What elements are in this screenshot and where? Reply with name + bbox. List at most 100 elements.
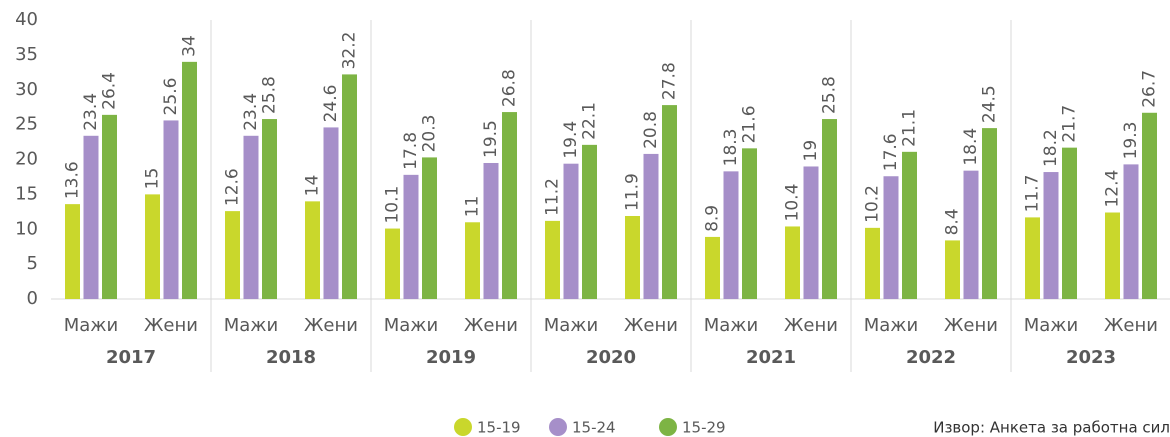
value-label: 21.6	[740, 105, 760, 143]
bar	[742, 148, 757, 299]
value-label: 23.4	[81, 93, 101, 131]
legend-label: 15-19	[477, 419, 521, 437]
bar	[102, 114, 117, 299]
value-label: 25.6	[161, 78, 181, 116]
bar	[323, 127, 339, 299]
bar	[163, 120, 179, 299]
legend-label: 15-24	[572, 419, 616, 437]
x-tick-label: Мажи	[64, 315, 118, 336]
value-label: 19	[801, 140, 821, 162]
value-label: 11	[463, 196, 483, 218]
value-label: 26.8	[500, 69, 520, 107]
bar	[865, 227, 880, 299]
group-label: 2022	[906, 347, 956, 368]
bar	[502, 112, 517, 299]
value-label: 19.3	[1121, 122, 1141, 160]
y-tick-label: 15	[15, 183, 38, 204]
x-tick-label: Жени	[784, 315, 838, 336]
value-label: 20.3	[420, 115, 440, 153]
value-label: 18.3	[721, 128, 741, 166]
bar	[945, 240, 960, 299]
legend-swatch	[659, 418, 677, 436]
group-label: 2023	[1066, 347, 1116, 368]
value-label: 8.9	[703, 205, 723, 232]
value-label: 22.1	[580, 102, 600, 140]
bar	[563, 163, 579, 299]
bar	[243, 135, 259, 299]
value-label: 14	[303, 175, 323, 197]
value-label: 10.2	[863, 185, 883, 223]
value-label: 10.4	[783, 184, 803, 222]
value-label: 11.2	[543, 178, 563, 216]
value-label: 27.8	[660, 62, 680, 100]
value-label: 17.8	[401, 132, 421, 170]
bar	[483, 162, 499, 299]
bar	[1105, 212, 1120, 299]
group-label: 2019	[426, 347, 476, 368]
x-tick-label: Жени	[1104, 315, 1158, 336]
legend-label: 15-29	[682, 419, 726, 437]
value-label: 25.8	[260, 76, 280, 114]
bar	[545, 220, 560, 299]
x-tick-label: Жени	[304, 315, 358, 336]
value-label: 34	[180, 35, 200, 57]
value-label: 8.4	[943, 208, 963, 235]
legend-swatch	[549, 418, 567, 436]
bar	[465, 222, 480, 299]
bar	[902, 151, 917, 299]
x-tick-label: Жени	[624, 315, 678, 336]
bar	[785, 226, 800, 299]
group-label: 2020	[586, 347, 636, 368]
group-label: 2017	[106, 347, 156, 368]
x-tick-label: Жени	[944, 315, 998, 336]
bar	[1123, 164, 1139, 299]
value-label: 21.7	[1060, 105, 1080, 143]
bar	[225, 211, 240, 299]
bar	[342, 74, 357, 299]
x-tick-label: Жени	[464, 315, 518, 336]
bar	[1043, 172, 1059, 299]
bar	[582, 144, 597, 299]
bar	[262, 119, 277, 299]
y-tick-label: 10	[15, 218, 38, 239]
value-label: 26.7	[1140, 70, 1160, 108]
value-label: 12.4	[1103, 170, 1123, 208]
y-tick-label: 5	[27, 253, 38, 274]
bar	[182, 61, 197, 299]
legend-swatch	[454, 418, 472, 436]
x-tick-label: Мажи	[864, 315, 918, 336]
source: Извор: Анкета за работна сил	[933, 419, 1170, 437]
bar	[723, 171, 739, 299]
y-tick-label: 30	[15, 79, 38, 100]
x-tick-label: Мажи	[384, 315, 438, 336]
bar	[65, 204, 80, 299]
x-tick-label: Мажи	[224, 315, 278, 336]
value-label: 11.7	[1023, 175, 1043, 213]
bar	[1062, 147, 1077, 299]
value-label: 13.6	[63, 161, 83, 199]
y-tick-label: 40	[15, 9, 38, 30]
bar	[705, 236, 720, 299]
value-label: 24.5	[980, 85, 1000, 123]
value-label: 19.5	[481, 120, 501, 158]
value-label: 24.6	[321, 85, 341, 123]
bar	[982, 128, 997, 299]
value-label: 23.4	[241, 93, 261, 131]
value-label: 21.1	[900, 109, 920, 147]
value-label: 17.6	[881, 133, 901, 171]
value-label: 15	[143, 168, 163, 190]
bar	[883, 176, 899, 299]
x-tick-label: Мажи	[544, 315, 598, 336]
value-label: 10.1	[383, 186, 403, 224]
bar	[145, 194, 160, 299]
bar	[643, 153, 659, 299]
bar	[403, 174, 419, 299]
x-tick-label: Мажи	[704, 315, 758, 336]
group-label: 2021	[746, 347, 796, 368]
value-label: 18.2	[1041, 129, 1061, 167]
bar	[83, 135, 99, 299]
y-tick-label: 20	[15, 149, 38, 170]
value-label: 18.4	[961, 128, 981, 166]
value-label: 12.6	[223, 168, 243, 206]
